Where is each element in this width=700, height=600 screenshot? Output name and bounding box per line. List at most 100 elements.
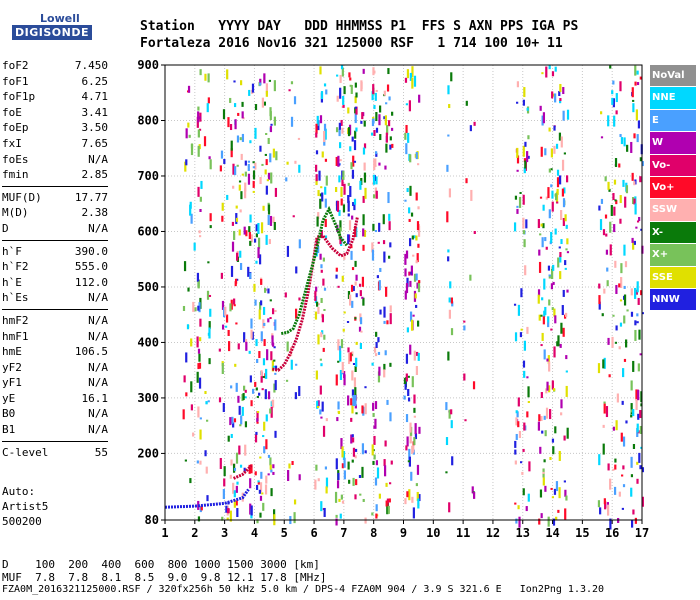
echo-mark bbox=[520, 328, 523, 331]
param-separator bbox=[2, 440, 108, 442]
echo-mark bbox=[315, 174, 318, 182]
echo-mark bbox=[445, 471, 448, 474]
echo-mark bbox=[351, 136, 354, 142]
echo-mark bbox=[354, 260, 357, 267]
echo-mark bbox=[636, 313, 639, 317]
echo-mark bbox=[614, 260, 617, 268]
param-value: N/A bbox=[88, 291, 108, 305]
echo-mark bbox=[182, 305, 186, 311]
echo-mark bbox=[562, 327, 565, 337]
echo-mark bbox=[374, 353, 378, 357]
echo-mark bbox=[525, 506, 528, 512]
echo-mark bbox=[552, 446, 555, 455]
y-tick-label: 80 bbox=[145, 513, 159, 527]
echo-mark bbox=[539, 489, 543, 498]
echo-mark bbox=[417, 163, 420, 166]
echo-mark bbox=[378, 105, 382, 113]
echo-mark bbox=[361, 466, 364, 478]
echo-mark bbox=[626, 144, 629, 152]
echo-mark bbox=[209, 213, 212, 222]
echo-mark bbox=[416, 320, 420, 327]
echo-mark bbox=[336, 95, 339, 102]
echo-mark bbox=[323, 507, 326, 517]
echo-mark bbox=[615, 93, 618, 103]
echo-mark bbox=[371, 242, 374, 253]
echo-mark bbox=[386, 399, 389, 405]
echo-mark bbox=[364, 517, 367, 524]
echo-mark bbox=[555, 193, 558, 201]
echo-mark bbox=[411, 445, 414, 454]
echo-mark bbox=[378, 162, 381, 166]
echo-mark bbox=[549, 457, 552, 461]
echo-mark bbox=[207, 400, 210, 403]
echo-mark bbox=[361, 443, 365, 455]
param-name: foEs bbox=[2, 152, 29, 166]
echo-mark bbox=[239, 209, 242, 213]
echo-mark bbox=[385, 132, 388, 143]
echo-mark bbox=[635, 226, 638, 229]
echo-mark bbox=[353, 160, 357, 163]
echo-mark bbox=[364, 386, 367, 389]
logo-lowell: Lowell bbox=[40, 12, 80, 25]
echo-mark bbox=[251, 331, 254, 340]
echo-mark bbox=[338, 498, 341, 502]
echo-mark bbox=[264, 287, 267, 293]
echo-mark bbox=[559, 271, 562, 280]
echo-mark bbox=[563, 187, 566, 194]
echo-mark bbox=[564, 214, 567, 222]
echo-mark bbox=[390, 127, 394, 131]
echo-mark bbox=[351, 169, 355, 179]
echo-mark bbox=[615, 200, 618, 205]
echo-mark bbox=[631, 172, 634, 181]
echo-mark bbox=[540, 513, 543, 519]
echo-mark bbox=[407, 397, 411, 402]
echo-mark bbox=[566, 251, 570, 254]
echo-mark bbox=[638, 216, 641, 221]
echo-mark bbox=[241, 101, 244, 107]
echo-mark bbox=[335, 458, 338, 470]
echo-mark bbox=[619, 81, 622, 92]
echo-mark bbox=[352, 394, 355, 406]
echo-mark bbox=[204, 391, 207, 395]
legend-item: E bbox=[650, 109, 696, 132]
x-tick-label: 1 bbox=[161, 526, 168, 540]
echo-mark bbox=[223, 307, 226, 318]
echo-mark bbox=[336, 74, 339, 77]
echo-mark bbox=[243, 385, 246, 391]
echo-mark bbox=[562, 87, 565, 95]
echo-mark bbox=[255, 224, 258, 232]
echo-mark bbox=[222, 489, 225, 500]
echo-mark bbox=[384, 350, 387, 356]
echo-mark bbox=[259, 145, 262, 152]
echo-mark bbox=[324, 198, 327, 208]
trace-Vo- bbox=[232, 464, 253, 480]
echo-mark bbox=[188, 134, 191, 138]
echo-mark bbox=[223, 158, 226, 164]
echo-mark bbox=[339, 350, 342, 362]
echo-mark bbox=[632, 443, 636, 449]
echo-mark bbox=[556, 169, 560, 176]
echo-mark bbox=[260, 371, 263, 383]
header-line-2: Fortaleza 2016 Nov16 321 125000 RSF 1 71… bbox=[140, 36, 563, 51]
echo-mark bbox=[265, 414, 268, 422]
echo-mark bbox=[386, 124, 389, 135]
param-value: N/A bbox=[88, 360, 108, 374]
echo-mark bbox=[551, 496, 555, 499]
echo-mark bbox=[548, 299, 551, 306]
echo-mark bbox=[290, 359, 293, 370]
echo-mark bbox=[619, 134, 622, 138]
echo-mark bbox=[230, 459, 233, 466]
echo-mark bbox=[347, 107, 350, 114]
echo-mark bbox=[522, 448, 525, 452]
echo-mark bbox=[351, 370, 354, 381]
echo-mark bbox=[298, 386, 301, 397]
echo-mark bbox=[233, 304, 236, 307]
echo-mark bbox=[560, 239, 563, 245]
echo-mark bbox=[553, 488, 557, 495]
echo-mark bbox=[565, 355, 568, 360]
echo-mark bbox=[254, 471, 257, 476]
echo-mark bbox=[223, 466, 226, 477]
echo-mark bbox=[544, 430, 547, 437]
echo-mark bbox=[448, 409, 451, 419]
echo-mark bbox=[564, 508, 567, 520]
